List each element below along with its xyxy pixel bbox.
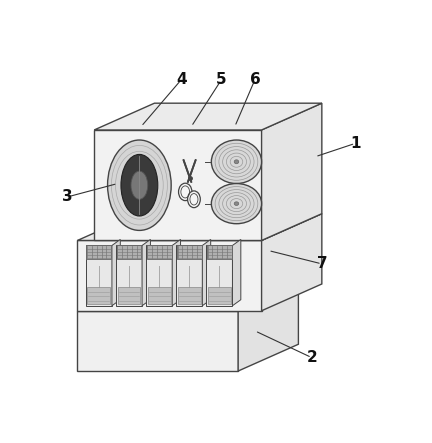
Polygon shape [206,245,232,306]
Ellipse shape [211,183,262,224]
Polygon shape [118,288,140,304]
Polygon shape [148,288,171,304]
Ellipse shape [131,171,148,199]
Polygon shape [142,240,150,306]
Polygon shape [147,245,172,259]
Ellipse shape [234,202,239,206]
Text: 3: 3 [62,190,73,204]
Polygon shape [117,245,141,259]
Text: 1: 1 [350,136,361,151]
Polygon shape [207,245,232,259]
Text: 7: 7 [317,256,327,272]
Text: 5: 5 [216,72,227,87]
Polygon shape [77,214,322,241]
Text: 2: 2 [306,350,317,365]
Text: 4: 4 [176,72,187,87]
Polygon shape [86,245,112,306]
Polygon shape [146,245,172,306]
Polygon shape [77,284,299,311]
Ellipse shape [178,183,192,201]
Polygon shape [77,241,262,311]
Polygon shape [178,288,200,304]
Polygon shape [77,311,238,371]
Polygon shape [116,245,142,306]
Polygon shape [232,240,241,306]
Ellipse shape [234,160,239,164]
Text: 6: 6 [250,72,260,87]
Polygon shape [172,240,181,306]
Polygon shape [176,245,202,306]
Ellipse shape [108,140,171,230]
Polygon shape [87,288,110,304]
Polygon shape [262,103,322,241]
Polygon shape [262,214,322,311]
Ellipse shape [187,191,200,208]
Polygon shape [208,288,231,304]
Polygon shape [177,245,202,259]
Ellipse shape [211,140,262,183]
Ellipse shape [121,155,158,216]
Polygon shape [86,245,111,259]
Polygon shape [112,240,120,306]
Polygon shape [94,103,322,130]
Polygon shape [238,284,299,371]
Polygon shape [202,240,211,306]
Polygon shape [94,130,262,241]
